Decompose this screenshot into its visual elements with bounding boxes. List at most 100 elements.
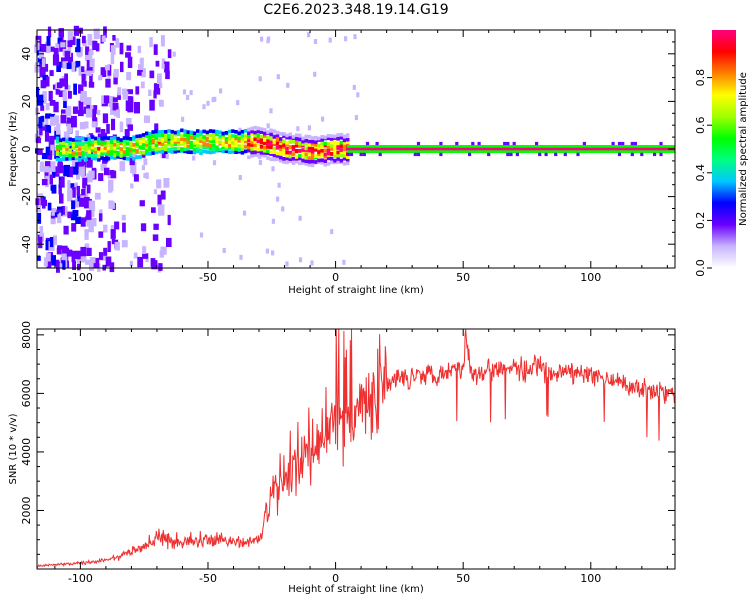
spectrogram-cell — [219, 88, 223, 94]
spectrogram-cell — [47, 202, 52, 211]
spectrogram-cell — [404, 150, 408, 153]
spectrogram-cell — [256, 126, 261, 131]
spectrogram-cell — [451, 147, 456, 151]
spectrogram-cell — [646, 145, 650, 148]
spectrogram-cell — [326, 142, 331, 146]
spectrogram-cell — [515, 152, 519, 157]
spectrogram-cell — [48, 46, 55, 52]
spectrogram-cell — [167, 140, 171, 145]
spectrogram-cell — [515, 147, 520, 151]
spectrogram-cell — [585, 150, 590, 153]
spectrogram-cell — [72, 210, 79, 217]
spectrogram-cell — [154, 143, 159, 148]
spectrogram-cell — [121, 214, 126, 221]
spectrogram-cell — [458, 150, 462, 153]
spectrogram-cell — [339, 153, 344, 158]
spectrogram-cell — [439, 141, 443, 146]
spectrogram-cell — [84, 229, 89, 240]
spectrogram-cell — [282, 139, 286, 143]
spectrogram-cell — [37, 212, 42, 224]
spectrogram-cell — [52, 235, 57, 245]
spectrogram-cell — [227, 136, 232, 141]
spectrogram-cell — [298, 215, 302, 221]
spectrogram-cell — [582, 145, 587, 148]
spectrogram-cell — [576, 152, 580, 157]
spectrogram-cell — [129, 148, 133, 153]
spectrogram-cell — [346, 150, 351, 153]
spectrogram-cell — [49, 161, 56, 172]
spectrogram-cell — [231, 129, 235, 133]
spectrogram-cell — [79, 122, 86, 130]
spectrogram-cell — [534, 150, 539, 153]
spectrogram-cell — [266, 142, 270, 146]
spectrogram-cell — [483, 150, 488, 153]
spectrogram-cell — [487, 152, 491, 157]
spectrogram-cell — [65, 147, 69, 151]
spectrogram-cell — [40, 196, 44, 206]
spectrogram-cell — [279, 139, 283, 143]
spectrogram-cell — [471, 150, 475, 153]
spectrogram-cell — [314, 154, 318, 158]
spectrogram-cell — [130, 183, 134, 189]
spectrogram-cell — [199, 144, 203, 149]
spectrogram-cell — [113, 149, 117, 154]
spectrogram-cell — [212, 129, 216, 134]
spectrogram-cell — [192, 143, 197, 147]
spectrogram-cell — [503, 141, 507, 146]
spectrogram-cell — [617, 152, 622, 157]
spectrogram-cell — [85, 97, 92, 105]
spectrogram-cell — [282, 132, 286, 136]
spectrogram-cell — [630, 152, 634, 157]
spectrogram-cell — [410, 147, 414, 151]
spectrogram-cell — [349, 152, 354, 157]
spectrogram-cell — [157, 142, 162, 146]
spectrogram-cell — [97, 133, 102, 140]
spectrogram-cell — [474, 147, 478, 151]
spectrogram-cell — [266, 151, 270, 156]
spectrogram-cell — [81, 35, 86, 44]
spectrogram-cell — [84, 157, 88, 161]
spectrogram-cell — [66, 62, 72, 70]
spectrogram-cell — [117, 92, 121, 100]
spectrogram-cell — [598, 150, 603, 153]
spectrogram-cell — [291, 139, 296, 144]
spectrogram-cell — [62, 137, 66, 142]
spectrogram-cell — [135, 138, 139, 143]
spectrogram-cell — [78, 84, 84, 94]
spectrogram-cell — [263, 138, 267, 142]
spectrogram-cell — [151, 207, 156, 213]
spectrogram-cell — [307, 134, 312, 139]
spectrogram-cell — [668, 150, 673, 153]
spectrogram-cell — [247, 142, 251, 147]
spectrogram-cell — [159, 250, 164, 258]
spectrogram-cell — [547, 150, 552, 153]
spectrogram-cell — [186, 130, 190, 134]
spectrogram-cell — [74, 148, 79, 153]
spectrogram-cell — [62, 61, 67, 69]
spectrogram-cell — [269, 136, 273, 141]
spectrogram-cell — [413, 145, 418, 148]
spectrogram-cell — [113, 146, 117, 151]
spectrogram-cell — [71, 140, 76, 145]
spectrogram-cell — [330, 134, 334, 138]
spectrogram-cell — [212, 160, 217, 166]
spectrogram-cell — [101, 95, 106, 104]
spectrogram-cell — [301, 161, 305, 165]
spectrogram-cell — [314, 160, 318, 164]
spectrogram-cell — [119, 138, 123, 142]
spectrogram-cell — [285, 261, 289, 267]
spectrogram-cell — [365, 147, 370, 151]
spectrogram-cell — [158, 263, 163, 271]
spectrogram-cell — [295, 138, 300, 144]
spectrogram-cell — [103, 143, 107, 147]
spectrogram-cell — [339, 148, 344, 152]
spectrogram-cell — [429, 147, 433, 151]
spectrogram-cell — [285, 133, 289, 138]
spectrogram-cell — [227, 150, 232, 154]
spectrogram-cell — [346, 145, 351, 148]
spectrogram-cell — [512, 141, 516, 146]
spectrogram-cell — [77, 263, 81, 271]
spectrogram-cell — [576, 145, 580, 148]
spectrogram-cell — [239, 254, 243, 260]
spectrogram-x-tick-label: -50 — [199, 271, 217, 284]
